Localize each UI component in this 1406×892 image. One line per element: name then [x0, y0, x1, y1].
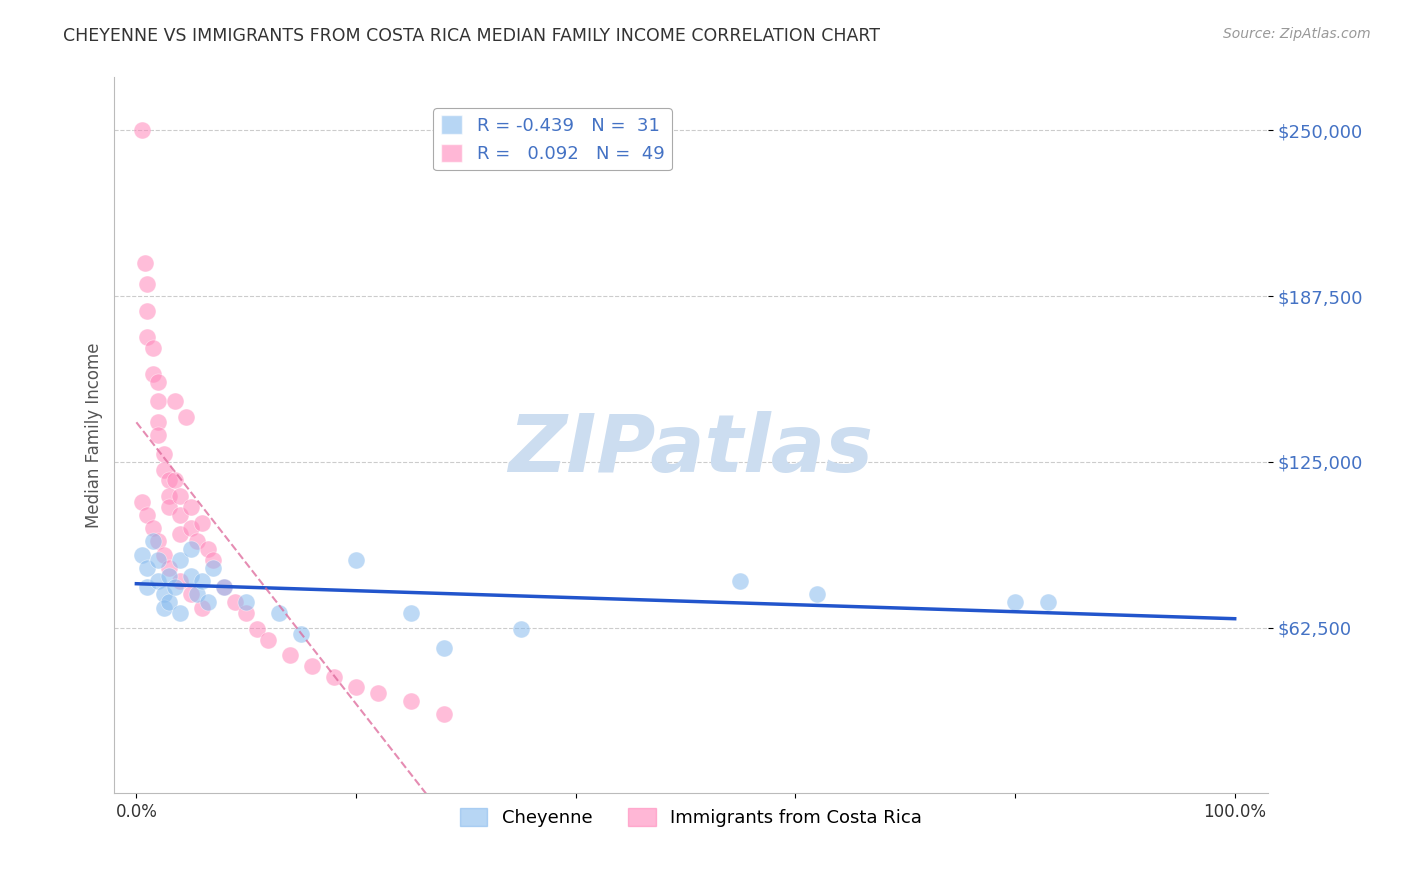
Point	[202, 561, 225, 575]
Point	[142, 368, 165, 382]
Point	[278, 648, 301, 663]
Point	[212, 580, 235, 594]
Text: Source: ZipAtlas.com: Source: ZipAtlas.com	[1223, 27, 1371, 41]
Point	[180, 569, 202, 583]
Point	[509, 622, 531, 636]
Point	[235, 606, 257, 620]
Point	[1004, 595, 1026, 609]
Point	[148, 415, 170, 429]
Point	[806, 587, 828, 601]
Point	[148, 534, 170, 549]
Point	[157, 595, 180, 609]
Point	[163, 393, 186, 408]
Point	[134, 256, 156, 270]
Point	[191, 574, 214, 589]
Point	[163, 474, 186, 488]
Point	[169, 553, 191, 567]
Point	[367, 685, 389, 699]
Point	[212, 580, 235, 594]
Point	[163, 580, 186, 594]
Point	[323, 670, 346, 684]
Point	[148, 428, 170, 442]
Point	[180, 521, 202, 535]
Y-axis label: Median Family Income: Median Family Income	[86, 343, 103, 528]
Point	[301, 659, 323, 673]
Point	[290, 627, 312, 641]
Point	[142, 521, 165, 535]
Point	[153, 587, 176, 601]
Point	[131, 494, 153, 508]
Point	[148, 553, 170, 567]
Point	[433, 640, 456, 655]
Point	[186, 534, 208, 549]
Point	[136, 303, 159, 318]
Point	[399, 606, 422, 620]
Point	[257, 632, 280, 647]
Point	[148, 393, 170, 408]
Point	[169, 489, 191, 503]
Point	[136, 561, 159, 575]
Point	[399, 693, 422, 707]
Point	[153, 600, 176, 615]
Point	[1036, 595, 1059, 609]
Point	[180, 542, 202, 557]
Point	[153, 463, 176, 477]
Point	[157, 489, 180, 503]
Point	[142, 341, 165, 355]
Point	[142, 534, 165, 549]
Point	[269, 606, 291, 620]
Point	[153, 548, 176, 562]
Point	[169, 508, 191, 522]
Point	[131, 123, 153, 137]
Point	[174, 409, 197, 424]
Point	[180, 500, 202, 514]
Point	[136, 580, 159, 594]
Point	[157, 500, 180, 514]
Legend: Cheyenne, Immigrants from Costa Rica: Cheyenne, Immigrants from Costa Rica	[453, 801, 929, 834]
Point	[191, 600, 214, 615]
Point	[153, 447, 176, 461]
Point	[169, 526, 191, 541]
Point	[169, 606, 191, 620]
Text: CHEYENNE VS IMMIGRANTS FROM COSTA RICA MEDIAN FAMILY INCOME CORRELATION CHART: CHEYENNE VS IMMIGRANTS FROM COSTA RICA M…	[63, 27, 880, 45]
Point	[344, 681, 367, 695]
Point	[131, 548, 153, 562]
Point	[148, 376, 170, 390]
Point	[157, 561, 180, 575]
Point	[433, 706, 456, 721]
Point	[136, 508, 159, 522]
Point	[186, 587, 208, 601]
Point	[148, 574, 170, 589]
Point	[169, 574, 191, 589]
Point	[224, 595, 246, 609]
Point	[197, 595, 219, 609]
Point	[191, 516, 214, 530]
Text: ZIPatlas: ZIPatlas	[509, 410, 873, 489]
Point	[136, 277, 159, 292]
Point	[157, 569, 180, 583]
Point	[157, 474, 180, 488]
Point	[344, 553, 367, 567]
Point	[246, 622, 269, 636]
Point	[136, 330, 159, 344]
Point	[202, 553, 225, 567]
Point	[235, 595, 257, 609]
Point	[730, 574, 752, 589]
Point	[197, 542, 219, 557]
Point	[180, 587, 202, 601]
